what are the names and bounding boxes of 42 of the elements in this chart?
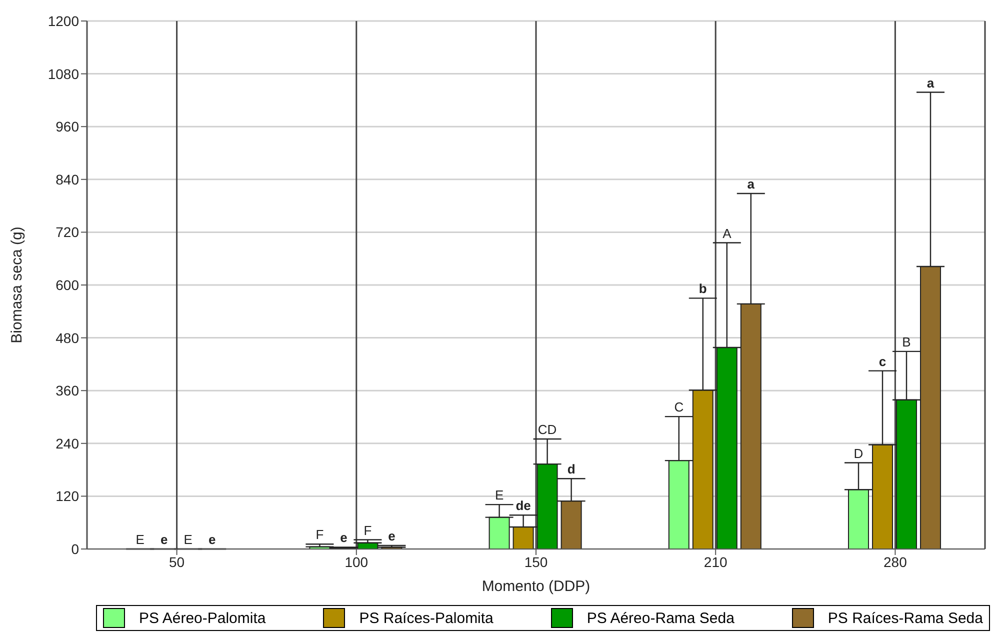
y-tick-label: 1080	[48, 66, 80, 82]
y-tick-label: 480	[56, 330, 80, 346]
annotation: F	[316, 527, 324, 542]
annotation: F	[364, 522, 372, 538]
annotation: E	[136, 532, 145, 547]
x-axis-title: Momento (DDP)	[482, 578, 590, 595]
y-tick-label: 0	[71, 540, 80, 557]
x-tick-label: 280	[884, 554, 908, 570]
annotation: a	[926, 75, 935, 90]
annotation: e	[340, 530, 348, 546]
annotation: E	[184, 532, 193, 547]
y-tick-label: 600	[56, 276, 80, 293]
x-tick-label: 150	[524, 554, 548, 570]
y-tick-label: 840	[56, 171, 80, 188]
annotation: b	[698, 281, 707, 296]
x-tick-label: 210	[704, 554, 728, 570]
legend-label: PS Raíces-Palomita	[358, 608, 494, 628]
y-tick-label: 120	[56, 488, 80, 504]
annotation: c	[878, 354, 886, 369]
x-tick-label: 100	[344, 554, 368, 570]
annotation: C	[674, 400, 684, 415]
annotation: a	[747, 176, 756, 192]
y-tick-label: 360	[56, 382, 80, 399]
annotation: CD	[538, 422, 557, 437]
legend-label: PS Raíces-Rama Seda	[826, 608, 983, 628]
y-tick-label: 1200	[48, 12, 80, 29]
annotation: d	[567, 462, 576, 477]
y-tick-label: 960	[56, 118, 80, 135]
annotation: e	[208, 532, 216, 547]
annotation: e	[388, 528, 396, 544]
annotation: e	[160, 532, 168, 547]
y-tick-label: 240	[56, 435, 80, 452]
legend-label: PS Aéreo-Palomita	[138, 608, 266, 628]
y-tick-label: 720	[56, 224, 80, 240]
annotation: D	[854, 446, 864, 461]
x-tick-label: 50	[169, 554, 185, 570]
annotation: B	[902, 334, 911, 350]
y-axis-title: Biomasa seca (g)	[8, 226, 26, 344]
annotation: de	[516, 498, 531, 514]
annotation: A	[722, 226, 732, 241]
legend-label: PS Aéreo-Rama Seda	[586, 608, 734, 628]
annotation: E	[494, 488, 504, 503]
